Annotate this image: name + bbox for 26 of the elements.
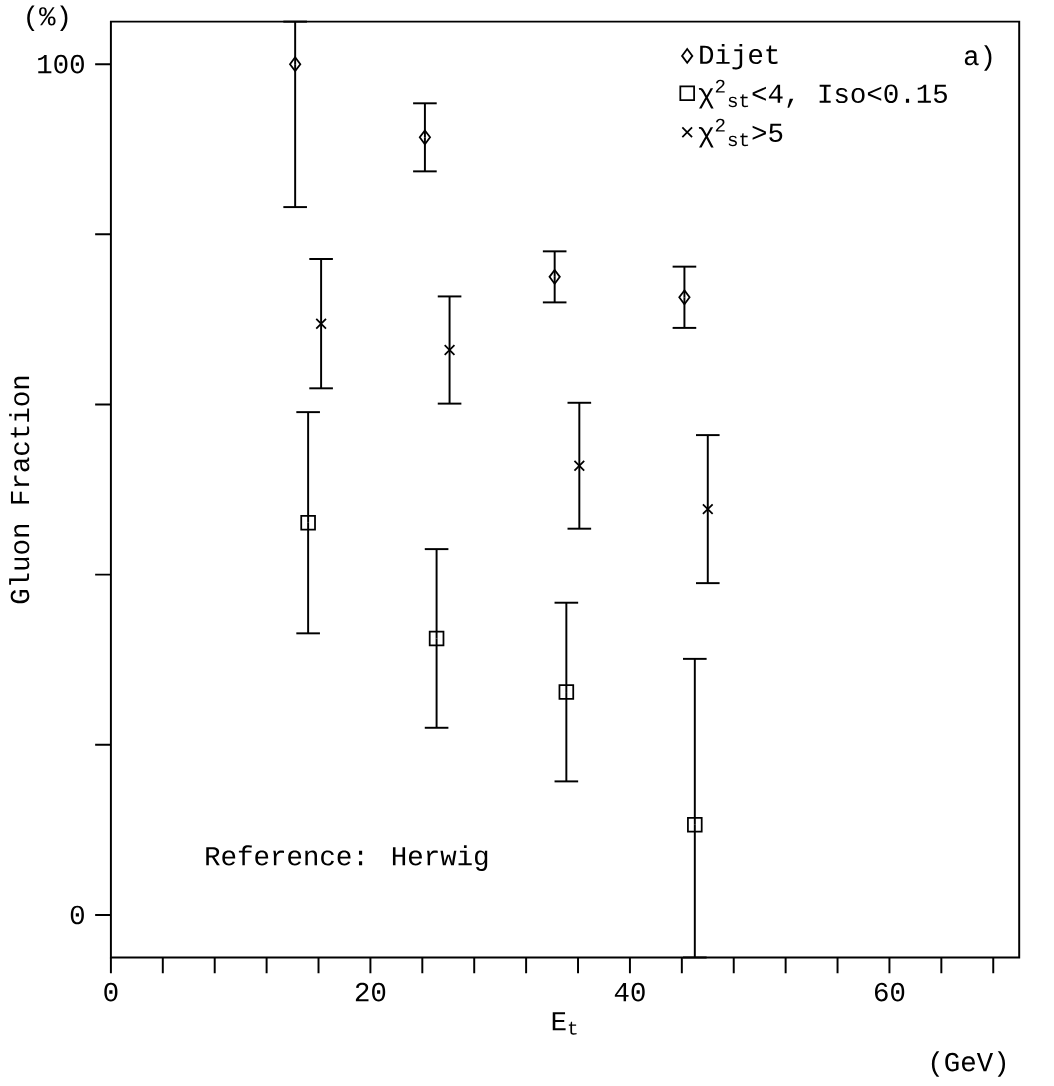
x-tick-label: 60: [875, 982, 905, 1002]
legend-label: Dijet: [700, 43, 778, 70]
x-axis-title: E$_{t}$: [552, 1012, 577, 1035]
point: [443, 344, 456, 356]
x-tick-label: 20: [356, 982, 386, 1002]
annotation: Reference: Herwig: [206, 845, 488, 871]
y-axis-title: Gluon Fraction: [9, 376, 30, 604]
x-tick-label: 0: [104, 982, 118, 1002]
text: (%): [27, 5, 68, 32]
legend-label: χ$^{2}$$_{st}$>5: [698, 118, 783, 148]
x-tick-label: 40: [615, 982, 645, 1002]
point: [678, 289, 691, 306]
point: [548, 269, 561, 285]
point: [300, 514, 317, 531]
point: [419, 129, 432, 146]
point: [289, 56, 302, 72]
point: [573, 459, 586, 472]
point: [702, 503, 714, 515]
point: [558, 684, 575, 700]
text: (GeV): [932, 1051, 1006, 1077]
annotation: a): [964, 45, 992, 71]
point: [687, 817, 703, 833]
point: [315, 317, 328, 330]
point: [428, 630, 445, 647]
legend-label: χ$^{2}$$_{st}$<4, Iso<0.15: [698, 79, 948, 109]
y-tick-label: 100: [38, 54, 85, 74]
